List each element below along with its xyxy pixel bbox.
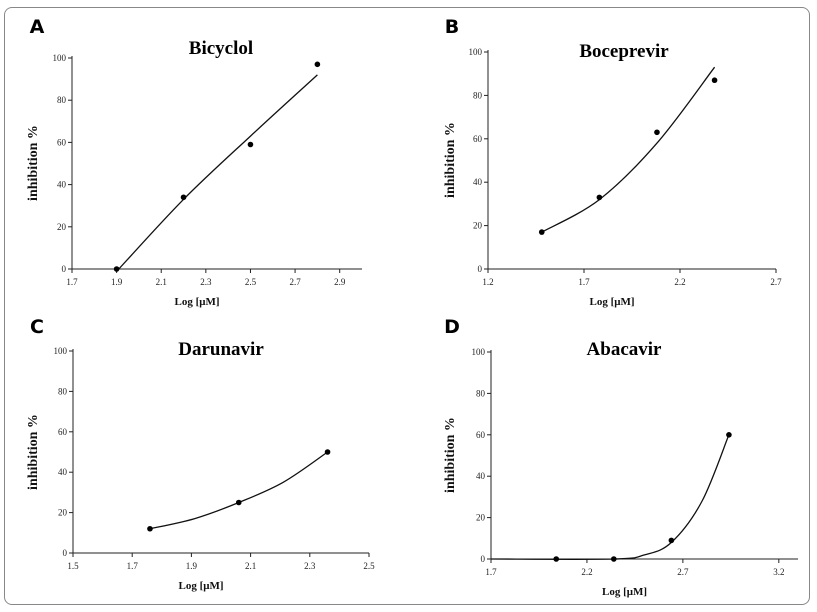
x-tick-label: 2.7: [770, 277, 782, 287]
data-point: [180, 194, 187, 201]
y-tick-label: 0: [63, 548, 68, 558]
y-tick-label: 20: [473, 221, 483, 231]
y-tick-label: 0: [62, 264, 67, 274]
data-point: [596, 194, 603, 201]
x-tick-label: 1.7: [127, 561, 139, 571]
fit-curve-a: [118, 74, 318, 270]
panel-d: D Abacavir 0 20 40 60 80 100 1.7 2.2 2.7 3.2 Log [μM…: [443, 316, 798, 598]
x-tick-label: 3.2: [773, 567, 784, 577]
chart-title-c: Darunavir: [178, 339, 264, 360]
data-point: [668, 537, 675, 544]
y-tick-label: 100: [472, 347, 486, 357]
panel-letter-c: C: [30, 316, 44, 338]
y-tick-label: 80: [476, 388, 486, 398]
y-tick-label: 0: [481, 554, 486, 564]
x-tick-label: 1.7: [485, 567, 497, 577]
x-tick-label: 2.2: [581, 567, 592, 577]
x-tick-label: 1.7: [66, 277, 78, 287]
x-tick-label: 1.5: [67, 561, 79, 571]
data-point: [611, 556, 617, 562]
x-tick-label: 2.2: [674, 277, 685, 287]
data-point: [553, 556, 560, 562]
fit-curve-d: [490, 434, 730, 560]
chart-title-b: Boceprevir: [579, 41, 669, 62]
chart-title-a: Bicyclol: [189, 38, 253, 59]
data-point: [247, 141, 254, 148]
x-tick-label: 2.3: [200, 277, 212, 287]
x-axis-label-d: Log [μM]: [602, 586, 647, 598]
y-axis-label-b: inhibition %: [443, 122, 458, 198]
y-axis-label-a: inhibition %: [26, 125, 41, 201]
panel-c: C Darunavir 0 20 40 60 80 100 1.5 1.7 1.9 2.1 2.3 2.5…: [26, 316, 375, 592]
x-tick-label: 2.5: [245, 277, 257, 287]
chart-title-d: Abacavir: [587, 339, 663, 360]
y-tick-label: 100: [469, 47, 483, 57]
data-point: [113, 266, 120, 272]
x-axis-label-c: Log [μM]: [178, 580, 223, 592]
fit-curve-b: [541, 66, 716, 233]
figure-frame: [4, 7, 810, 605]
panel-letter-b: B: [445, 16, 459, 38]
data-point: [147, 525, 153, 532]
data-point: [726, 432, 732, 438]
y-tick-label: 60: [57, 137, 67, 147]
panel-a: A Bicyclol 0 20 40 60 80 100 1.7 1.9 2.1 2.3 2.5 2.7 2…: [26, 16, 362, 308]
y-tick-label: 80: [57, 95, 67, 105]
x-tick-label: 2.7: [677, 567, 689, 577]
y-tick-label: 80: [473, 90, 483, 100]
x-tick-label: 1.2: [482, 277, 493, 287]
y-tick-label: 20: [57, 222, 67, 232]
y-tick-label: 40: [58, 467, 68, 477]
y-tick-label: 40: [57, 180, 67, 190]
y-tick-label: 100: [54, 346, 68, 356]
panel-letter-d: D: [444, 316, 460, 338]
x-tick-label: 1.9: [186, 561, 198, 571]
fit-curve-c: [149, 451, 328, 530]
y-tick-label: 80: [58, 386, 68, 396]
data-point: [314, 61, 321, 68]
y-tick-label: 20: [58, 508, 68, 518]
data-point: [711, 77, 718, 84]
data-point: [324, 449, 331, 455]
x-tick-label: 2.5: [363, 561, 375, 571]
data-point: [538, 229, 545, 235]
x-axis-label-a: Log [μM]: [174, 296, 219, 308]
x-tick-label: 2.9: [334, 277, 346, 287]
y-axis-label-d: inhibition %: [443, 417, 458, 493]
x-tick-label: 1.7: [578, 277, 590, 287]
y-tick-label: 0: [478, 264, 483, 274]
x-tick-label: 1.9: [111, 277, 123, 287]
y-tick-label: 40: [473, 177, 483, 187]
panel-b: B Boceprevir 0 20 40 60 80 100 1.2 1.7 2.2 2.7 Log […: [443, 16, 782, 308]
y-tick-label: 20: [476, 513, 486, 523]
data-point: [235, 499, 242, 506]
y-tick-label: 60: [476, 430, 486, 440]
y-tick-label: 100: [53, 53, 67, 63]
x-tick-label: 2.1: [156, 277, 167, 287]
x-tick-label: 2.3: [304, 561, 316, 571]
x-tick-label: 2.1: [245, 561, 256, 571]
data-point: [654, 129, 660, 136]
y-axis-label-c: inhibition %: [26, 414, 41, 490]
x-axis-label-b: Log [μM]: [589, 296, 634, 308]
y-tick-label: 60: [473, 134, 483, 144]
y-tick-label: 60: [58, 427, 68, 437]
x-tick-label: 2.7: [289, 277, 301, 287]
y-tick-label: 40: [476, 471, 486, 481]
panel-letter-a: A: [30, 16, 45, 38]
